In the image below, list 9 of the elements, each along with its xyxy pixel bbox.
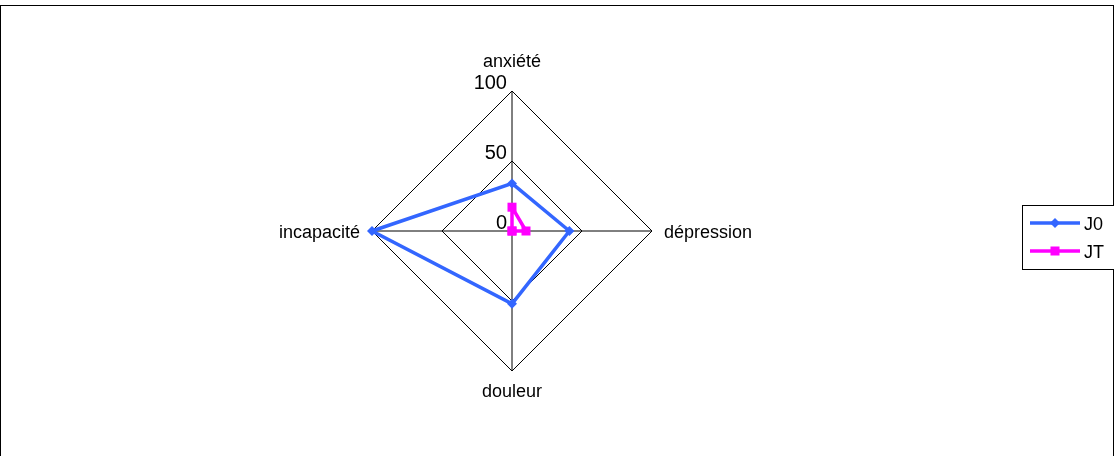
spoke-label: anxiété xyxy=(482,51,542,71)
y-tick-label: 50 xyxy=(484,141,507,163)
spoke-label: incapacité xyxy=(278,222,360,242)
y-tick-label: 0 xyxy=(495,211,507,233)
legend-label: J0 xyxy=(1084,214,1104,234)
legend-label: JT xyxy=(1084,242,1104,262)
spoke-label: douleur xyxy=(481,381,543,401)
spoke-label: dépression xyxy=(664,222,753,242)
y-tick-label: 100 xyxy=(473,71,507,93)
